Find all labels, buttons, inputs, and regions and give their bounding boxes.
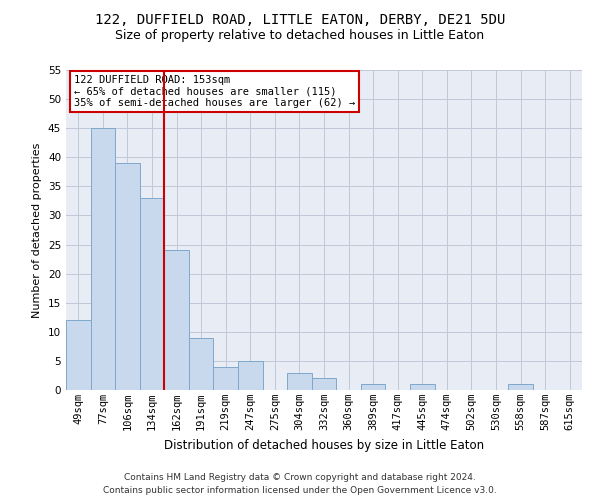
Bar: [140, 198, 164, 390]
Bar: [164, 250, 189, 390]
Text: 122, DUFFIELD ROAD, LITTLE EATON, DERBY, DE21 5DU: 122, DUFFIELD ROAD, LITTLE EATON, DERBY,…: [95, 12, 505, 26]
Bar: [115, 163, 140, 390]
Bar: [508, 384, 533, 390]
Bar: [287, 372, 312, 390]
Text: 122 DUFFIELD ROAD: 153sqm
← 65% of detached houses are smaller (115)
35% of semi: 122 DUFFIELD ROAD: 153sqm ← 65% of detac…: [74, 75, 355, 108]
Bar: [410, 384, 434, 390]
Bar: [312, 378, 336, 390]
Bar: [66, 320, 91, 390]
Bar: [238, 361, 263, 390]
Bar: [214, 366, 238, 390]
X-axis label: Distribution of detached houses by size in Little Eaton: Distribution of detached houses by size …: [164, 438, 484, 452]
Text: Size of property relative to detached houses in Little Eaton: Size of property relative to detached ho…: [115, 29, 485, 42]
Y-axis label: Number of detached properties: Number of detached properties: [32, 142, 43, 318]
Text: Contains HM Land Registry data © Crown copyright and database right 2024.
Contai: Contains HM Land Registry data © Crown c…: [103, 474, 497, 495]
Bar: [189, 338, 214, 390]
Bar: [91, 128, 115, 390]
Bar: [361, 384, 385, 390]
